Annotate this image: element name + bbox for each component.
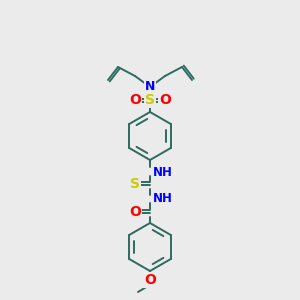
Text: O: O bbox=[159, 94, 171, 107]
Text: O: O bbox=[129, 94, 141, 107]
Text: NH: NH bbox=[153, 166, 173, 178]
Text: O: O bbox=[129, 205, 141, 218]
Text: NH: NH bbox=[153, 193, 173, 206]
Text: S: S bbox=[130, 176, 140, 190]
Text: N: N bbox=[145, 80, 155, 94]
Text: O: O bbox=[144, 273, 156, 287]
Text: S: S bbox=[145, 94, 155, 107]
